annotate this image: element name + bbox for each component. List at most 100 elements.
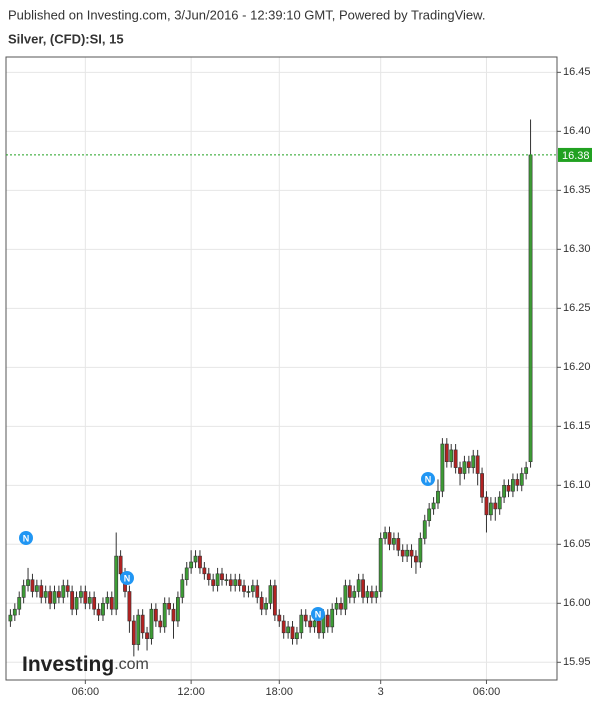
candle-body [149, 608, 154, 640]
news-marker-label: N [23, 533, 30, 543]
candle-body [153, 608, 158, 622]
candle-body [65, 585, 70, 592]
candle-body [405, 549, 410, 557]
logo-suffix: .com [114, 656, 149, 673]
candle-body [488, 502, 493, 516]
candle-body [295, 632, 299, 640]
candle-body [92, 597, 97, 610]
candle-body [109, 597, 114, 610]
y-tick-label: 15.95 [563, 656, 591, 668]
candle-body [114, 555, 119, 610]
candle-body [436, 490, 440, 504]
candle-body [330, 608, 335, 628]
candle-body [237, 579, 242, 586]
candle-body [228, 579, 233, 586]
candle-body [17, 597, 22, 610]
y-tick-label: 16.10 [563, 479, 591, 491]
candle-body [87, 597, 92, 604]
candle-body [466, 461, 471, 468]
candle-body [422, 520, 427, 539]
candle-body [189, 561, 194, 569]
candle-body [356, 579, 361, 592]
candle-body [431, 502, 436, 510]
candle-body [272, 585, 277, 616]
candle-body [458, 467, 462, 474]
candle-body [96, 608, 101, 616]
plot-frame [5, 56, 558, 681]
news-marker-label: N [315, 609, 322, 619]
candle-body [369, 591, 374, 598]
candle-body [26, 579, 30, 586]
candle-body [105, 597, 110, 604]
candle-body [83, 591, 88, 604]
candle-body [506, 485, 511, 492]
candle-body [158, 620, 163, 628]
candle-body [43, 591, 48, 598]
candle-body [286, 626, 291, 634]
y-tick-label: 16.15 [563, 420, 591, 432]
news-marker [311, 607, 325, 621]
y-tick-label: 16.00 [563, 597, 591, 609]
candle-body [79, 591, 83, 598]
last-price-box [558, 147, 592, 162]
candle-body [233, 579, 238, 586]
candle-body [462, 461, 467, 474]
y-tick-label: 16.20 [563, 361, 591, 373]
logo-brand: Investing [22, 653, 114, 676]
candle-body [70, 591, 75, 610]
candle-body [206, 573, 211, 581]
candle-body [409, 549, 414, 557]
candle-body [246, 591, 251, 593]
x-tick-label: 06:00 [72, 686, 100, 698]
candle-body [418, 538, 423, 563]
candle-body [497, 496, 502, 510]
x-tick-label: 18:00 [266, 686, 294, 698]
candle-body [202, 567, 207, 575]
candle-body [339, 603, 343, 610]
news-marker-label: N [425, 474, 432, 484]
candles [8, 119, 533, 657]
candle-body [392, 538, 396, 545]
candle-body [101, 603, 105, 616]
candle-body [220, 573, 224, 581]
candle-body [414, 555, 418, 563]
y-tick-label: 16.40 [563, 125, 591, 137]
candle-body [145, 632, 149, 640]
x-tick-label: 06:00 [473, 686, 501, 698]
x-tick-label: 12:00 [177, 686, 205, 698]
candle-body [427, 508, 432, 522]
candle-body [396, 538, 401, 551]
candle-body [268, 585, 273, 604]
candle-body [515, 479, 520, 486]
candle-body [374, 591, 379, 598]
candle-body [493, 502, 498, 510]
candle-body [56, 591, 61, 598]
candle-body [471, 455, 476, 468]
candle-body [264, 603, 268, 610]
candle-body [281, 620, 286, 634]
candle-body [250, 585, 255, 592]
news-markers: N N N N [19, 472, 435, 621]
candle-body [176, 597, 180, 622]
candle-body [511, 479, 515, 492]
candle-body [21, 585, 26, 598]
candle-body [48, 591, 52, 604]
candle-body [303, 614, 308, 622]
news-marker [120, 571, 134, 585]
candle-body [387, 532, 392, 545]
candle-body [215, 573, 220, 586]
y-tick-label: 16.35 [563, 184, 591, 196]
candle-body [317, 620, 321, 634]
candle-body [453, 449, 458, 468]
news-marker [421, 472, 435, 486]
candle-body [140, 614, 145, 634]
candle-body [519, 473, 524, 486]
candle-body [162, 603, 167, 628]
candle-body [361, 579, 365, 598]
candle-body [484, 496, 489, 516]
candle-body [325, 614, 330, 628]
candle-body [255, 585, 260, 598]
x-tick-label: 3 [378, 686, 384, 698]
